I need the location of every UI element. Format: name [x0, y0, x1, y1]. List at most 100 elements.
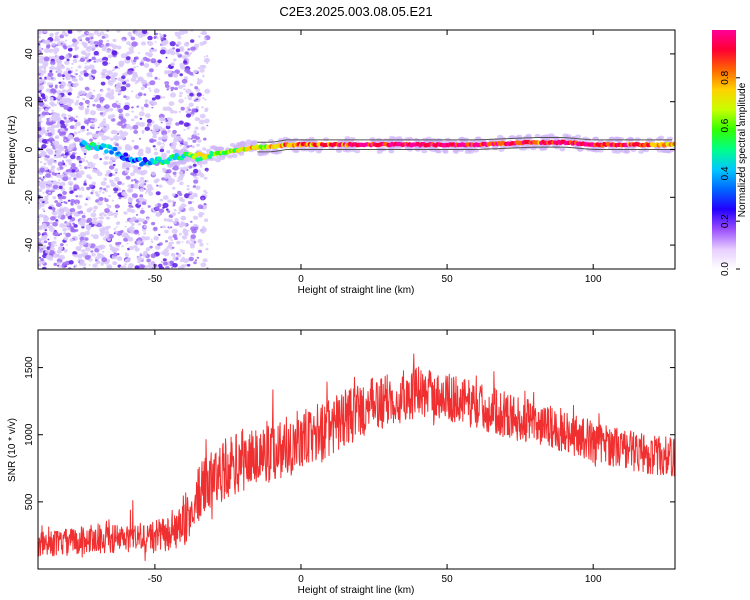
- noise-speckle: [196, 92, 202, 97]
- ridge-halo: [304, 138, 311, 143]
- noise-speckle: [197, 204, 204, 209]
- spectrogram-y-tick-label: 20: [24, 96, 35, 108]
- noise-speckle: [186, 188, 190, 191]
- noise-speckle: [61, 261, 68, 267]
- noise-speckle: [189, 83, 193, 86]
- noise-speckle: [64, 201, 68, 205]
- noise-speckle: [165, 208, 169, 211]
- noise-speckle: [136, 180, 139, 183]
- noise-speckle: [86, 186, 91, 191]
- noise-speckle: [102, 191, 105, 194]
- noise-speckle: [42, 192, 45, 194]
- noise-speckle: [205, 191, 208, 194]
- noise-speckle: [130, 172, 135, 177]
- noise-speckle: [170, 239, 173, 242]
- noise-speckle: [196, 177, 199, 180]
- noise-speckle: [49, 227, 55, 232]
- noise-speckle: [115, 185, 119, 189]
- noise-speckle: [83, 213, 86, 215]
- noise-speckle: [133, 183, 139, 188]
- noise-speckle: [186, 145, 190, 148]
- noise-speckle: [149, 80, 156, 86]
- noise-speckle: [38, 86, 42, 91]
- noise-speckle: [118, 63, 124, 68]
- noise-speckle: [38, 30, 42, 35]
- noise-speckle: [206, 243, 209, 245]
- noise-speckle: [162, 258, 167, 262]
- noise-speckle: [138, 203, 141, 206]
- noise-speckle: [111, 50, 118, 56]
- noise-speckle: [84, 108, 90, 113]
- noise-speckle: [179, 248, 182, 251]
- noise-speckle: [41, 65, 47, 69]
- noise-speckle: [131, 223, 135, 226]
- noise-speckle: [153, 88, 160, 94]
- noise-speckle: [112, 248, 117, 253]
- noise-speckle: [103, 118, 106, 121]
- snr-panel: -50 0 50 100 500 1000 1500 Height of straight …: [7, 329, 676, 596]
- noise-speckle: [138, 137, 142, 140]
- noise-speckle: [64, 152, 69, 156]
- noise-speckle: [76, 156, 81, 161]
- noise-speckle: [51, 109, 54, 112]
- noise-speckle: [57, 250, 61, 253]
- noise-speckle: [38, 96, 42, 102]
- noise-speckle: [51, 172, 56, 176]
- noise-speckle: [152, 134, 157, 139]
- noise-speckle: [49, 66, 52, 69]
- noise-speckle: [139, 122, 146, 127]
- noise-speckle: [83, 180, 87, 184]
- noise-speckle: [67, 176, 72, 181]
- noise-speckle: [154, 148, 158, 151]
- noise-speckle: [152, 145, 156, 148]
- noise-speckle: [133, 59, 137, 63]
- noise-speckle: [139, 62, 144, 66]
- noise-speckle: [79, 57, 85, 63]
- noise-speckle: [185, 109, 190, 114]
- noise-speckle: [97, 33, 101, 37]
- noise-speckle: [120, 86, 127, 92]
- noise-speckle: [184, 97, 187, 99]
- noise-speckle: [66, 119, 71, 124]
- noise-speckle: [92, 103, 96, 107]
- noise-speckle: [123, 104, 130, 111]
- noise-speckle: [58, 195, 63, 200]
- noise-speckle: [127, 184, 132, 188]
- noise-speckle: [99, 187, 103, 190]
- noise-speckle: [67, 30, 72, 34]
- noise-speckle: [48, 250, 55, 256]
- noise-speckle: [96, 103, 102, 109]
- noise-speckle: [84, 237, 89, 241]
- noise-speckle: [75, 246, 82, 251]
- noise-speckle: [69, 238, 74, 242]
- noise-speckle: [145, 236, 151, 241]
- noise-speckle: [82, 98, 85, 101]
- noise-speckle: [103, 177, 108, 181]
- noise-speckle: [69, 208, 76, 213]
- noise-speckle: [100, 181, 107, 186]
- noise-speckle: [158, 78, 161, 81]
- noise-speckle: [100, 89, 104, 93]
- noise-speckle: [174, 236, 178, 241]
- noise-speckle: [70, 166, 73, 169]
- noise-speckle: [168, 218, 173, 223]
- noise-speckle: [121, 182, 125, 186]
- noise-speckle: [86, 105, 90, 108]
- noise-speckle: [186, 57, 189, 60]
- noise-speckle: [85, 198, 88, 201]
- noise-speckle: [48, 206, 53, 210]
- noise-speckle: [68, 87, 73, 92]
- noise-speckle: [40, 87, 44, 90]
- noise-speckle: [110, 89, 115, 93]
- noise-speckle: [99, 158, 102, 161]
- noise-speckle: [193, 132, 197, 136]
- noise-speckle: [73, 137, 80, 142]
- noise-speckle: [38, 116, 42, 121]
- noise-speckle: [86, 129, 89, 131]
- noise-speckle: [154, 76, 158, 80]
- noise-speckle: [186, 184, 190, 188]
- noise-speckle: [155, 37, 159, 40]
- noise-speckle: [66, 141, 70, 144]
- noise-speckle: [71, 42, 78, 48]
- noise-speckle: [131, 50, 135, 54]
